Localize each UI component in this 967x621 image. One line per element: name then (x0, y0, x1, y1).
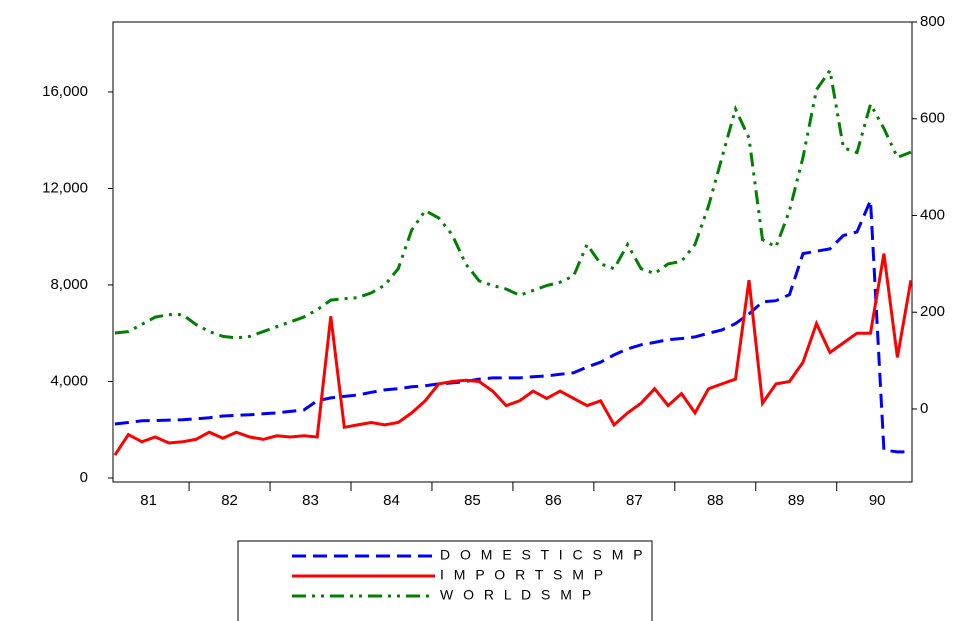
x-tick-label: 87 (626, 492, 643, 509)
x-tick-label: 85 (464, 492, 481, 509)
legend-label: W O R L D S M P (440, 587, 594, 603)
x-tick-label: 84 (383, 492, 400, 509)
y-tick-label: 12,000 (42, 179, 88, 196)
y-tick-label: 0 (80, 469, 88, 486)
x-tick-label: 89 (788, 492, 805, 509)
series-line (113, 253, 913, 456)
plot-frame (112, 21, 913, 483)
y2-tick-label: 0 (920, 400, 928, 417)
x-tick-label: 88 (707, 492, 724, 509)
legend: D O M E S T I C S M P I M P O R T S M P W … (237, 540, 653, 621)
x-tick-label: 83 (302, 492, 319, 509)
legend-label: D O M E S T I C S M P (440, 547, 646, 563)
x-tick-label: 86 (545, 492, 562, 509)
legend-box (237, 540, 653, 621)
y2-tick-label: 800 (920, 13, 945, 30)
y2-tick-label: 200 (920, 303, 945, 320)
y2-tick-label: 400 (920, 206, 945, 223)
y-tick-label: 8,000 (50, 276, 88, 293)
y-tick-label: 16,000 (42, 83, 88, 100)
x-tick-label: 82 (221, 492, 238, 509)
series-line (114, 66, 912, 340)
x-tick-label: 90 (869, 492, 886, 509)
y-tick-label: 4,000 (50, 372, 88, 389)
x-tick-label: 81 (140, 492, 157, 509)
y2-tick-label: 600 (920, 110, 945, 127)
series-line (114, 199, 911, 454)
legend-label: I M P O R T S M P (440, 567, 606, 583)
